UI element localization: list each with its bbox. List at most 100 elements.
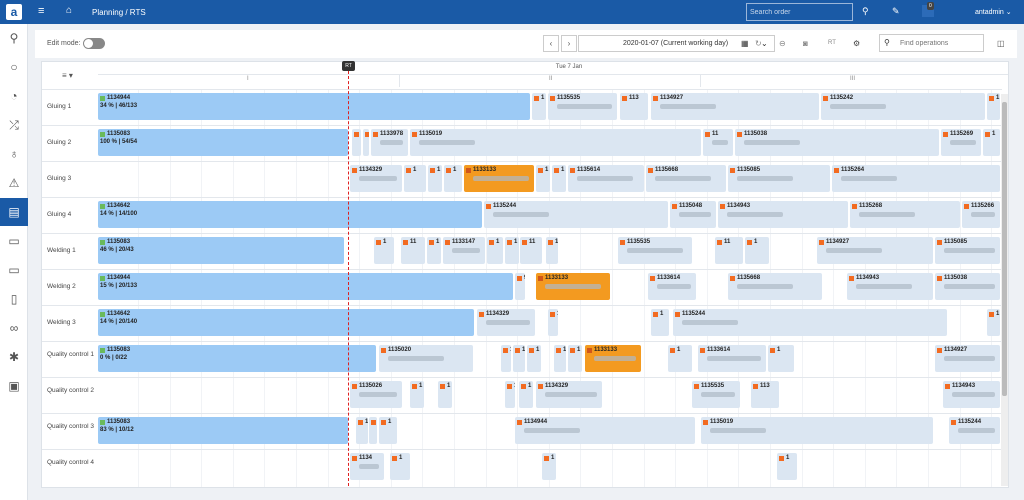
operation-bar[interactable]: 1 [356,417,368,444]
operation-bar[interactable]: 1 [519,381,533,408]
warning-icon[interactable]: ⚠ [8,176,20,190]
operation-bar[interactable]: 1135019 [701,417,933,444]
operation-bar[interactable]: 1 [651,309,669,336]
operation-bar[interactable]: 1133133 [585,345,641,372]
operation-bar[interactable]: 1134927 [651,93,819,120]
next-day-button[interactable]: › [561,35,577,52]
operation-bar[interactable]: 1 [554,345,566,372]
operation-bar[interactable]: 1135038 [935,273,1000,300]
operation-bar[interactable]: 1135242 [821,93,985,120]
operation-bar[interactable]: 1135026 [350,381,402,408]
chevron-down-icon[interactable]: ⌄ [761,39,768,48]
user-menu[interactable]: antadmin ⌄ [975,9,1012,16]
app-logo[interactable]: a [6,4,22,20]
panel-icon[interactable]: ◫ [997,39,1005,48]
operation-bar[interactable]: 1 [369,417,377,444]
operation-bar[interactable]: 1134927 [817,237,933,264]
camera-icon[interactable]: ◙ [803,39,808,48]
operation-bar[interactable]: 1 [428,165,442,192]
operation-bar[interactable]: 1133614 [698,345,766,372]
operation-bar[interactable]: 1 [427,237,441,264]
operation-bar[interactable]: 1 [552,165,566,192]
operation-bar[interactable]: 1 [438,381,452,408]
operation-bar[interactable]: 1135038 [735,129,939,156]
operation-bar[interactable]: 1 [568,345,582,372]
find-operations-input[interactable] [900,37,980,50]
operation-bar[interactable]: 1 [668,345,692,372]
operation-bar[interactable]: 1135085 [935,237,1000,264]
date-picker[interactable]: 2020-01-07 (Current working day) ▦ ⌄ [578,35,775,52]
pencil-icon[interactable]: ✎ [892,6,900,16]
operation-bar[interactable]: 1 [768,345,794,372]
medal-icon[interactable]: ♁ [9,147,19,161]
operation-bar[interactable]: 1135019 [410,129,701,156]
operation-bar[interactable]: 1135083 0 % | 0/22 [98,345,376,372]
vertical-scrollbar[interactable] [1001,94,1008,486]
calendar-icon[interactable]: ▦ [741,39,749,48]
operation-bar[interactable]: 11 [703,129,733,156]
operation-bar[interactable]: 1135020 [379,345,473,372]
operation-bar[interactable]: 1134329 [536,381,602,408]
operation-bar[interactable]: 1133133 [464,165,534,192]
monitor-list-icon[interactable]: ▭ [8,263,20,277]
document-icon[interactable]: ▯ [10,292,18,306]
operation-bar[interactable]: 1133133 [536,273,610,300]
operation-bar[interactable]: 1 [410,381,424,408]
gauge-icon[interactable]: ◔ [10,89,18,103]
operation-bar[interactable]: 1134 [350,453,384,480]
operation-bar[interactable]: 1 [501,345,511,372]
operation-bar[interactable]: 1134642 14 % | 20/140 [98,309,474,336]
operation-bar[interactable]: 1 [487,237,503,264]
operation-bar[interactable]: 113 [620,93,648,120]
operation-bar[interactable]: 1 [513,345,525,372]
operation-bar[interactable]: 1135668 [728,273,822,300]
zoom-out-icon[interactable]: ⊖ [779,39,786,48]
operation-bar[interactable]: 1135266 [962,201,1000,228]
prev-day-button[interactable]: ‹ [543,35,559,52]
operation-bar[interactable]: 1134944 34 % | 46/133 [98,93,530,120]
operation-bar[interactable]: 1 [548,309,558,336]
operation-bar[interactable]: 1 [546,237,558,264]
search-order-input[interactable] [746,3,853,21]
home-icon[interactable]: ⌂ [66,5,73,16]
find-operations-box[interactable]: ⚲ [879,34,984,52]
clipboard-icon[interactable]: ▤ [0,198,28,226]
operation-bar[interactable]: 11 [401,237,425,264]
operation-bar[interactable]: 5 [363,129,369,156]
operation-bar[interactable]: 1 [527,345,541,372]
operation-bar[interactable]: 1134944 [515,417,695,444]
operation-bar[interactable]: 11 [715,237,743,264]
gear-icon[interactable]: ⚙ [853,39,861,48]
operation-bar[interactable]: 1134927 [935,345,1000,372]
search-icon[interactable]: ⚲ [9,31,19,45]
refresh-icon[interactable]: ↻ [755,39,762,48]
operation-bar[interactable]: 1 [505,237,519,264]
operation-bar[interactable]: 1 [374,237,394,264]
operation-bar[interactable]: 1 [390,453,410,480]
operation-bar[interactable]: 1135048 [670,201,716,228]
operation-bar[interactable]: 1135668 [646,165,726,192]
operation-bar[interactable]: 1133978 [371,129,408,156]
operation-bar[interactable]: 1135614 [568,165,644,192]
operation-bar[interactable]: 1 [536,165,550,192]
operation-bar[interactable]: 1135244 [949,417,1000,444]
operation-bar[interactable]: 1 [987,309,1000,336]
operation-bar[interactable]: 1135085 [728,165,830,192]
operation-bar[interactable]: 1135244 [673,309,947,336]
edit-mode-toggle[interactable] [83,38,105,49]
operation-bar[interactable]: 1134943 [718,201,848,228]
operation-bar[interactable]: 1134329 [477,309,535,336]
operation-bar[interactable]: 113 [751,381,779,408]
operation-bar[interactable]: 1134642 14 % | 14/100 [98,201,482,228]
operation-bar[interactable]: 1 [987,93,1000,120]
operation-bar[interactable]: 1134329 [350,165,402,192]
operation-bar[interactable]: 1135083 100 % | 54/54 [98,129,348,156]
operation-bar[interactable]: 1 [404,165,426,192]
link-icon[interactable]: ∞ [9,321,19,335]
sort-menu-icon[interactable]: ≡ ▾ [62,71,73,80]
operation-bar[interactable]: 1 [983,129,1000,156]
window-icon[interactable]: ▣ [8,379,20,393]
rt-button[interactable]: RT [828,40,836,46]
operation-bar[interactable]: 11 [520,237,542,264]
hamburger-menu-icon[interactable]: ≡ [38,5,45,17]
